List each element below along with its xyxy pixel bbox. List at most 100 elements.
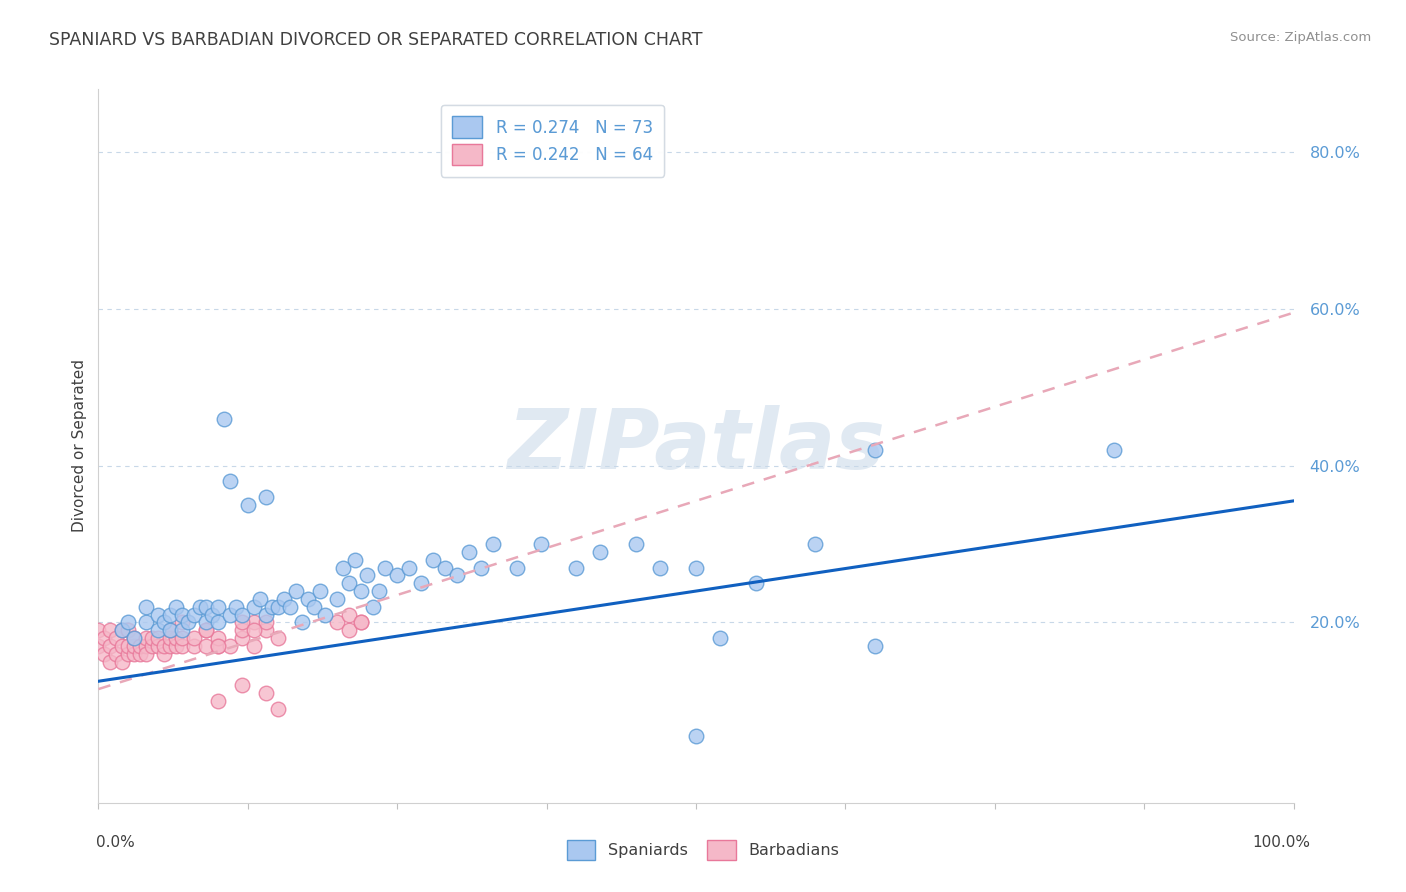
Point <box>207 694 229 708</box>
Point <box>254 607 277 622</box>
Point <box>172 639 194 653</box>
Text: ZIPatlas: ZIPatlas <box>508 406 884 486</box>
Point <box>231 615 253 630</box>
Point <box>148 631 170 645</box>
Point <box>188 599 211 614</box>
Point <box>111 639 134 653</box>
Point <box>350 584 373 599</box>
Point <box>135 639 157 653</box>
Point <box>565 560 588 574</box>
Point <box>589 545 612 559</box>
Point <box>326 591 349 606</box>
Point <box>685 560 707 574</box>
Point <box>284 584 307 599</box>
Point <box>290 615 312 630</box>
Point <box>804 537 827 551</box>
Point <box>207 631 229 645</box>
Point <box>135 615 157 630</box>
Point <box>124 631 146 645</box>
Point <box>337 607 360 622</box>
Point <box>141 631 163 645</box>
Point <box>254 615 277 630</box>
Point <box>231 624 253 638</box>
Point <box>207 615 229 630</box>
Point <box>332 560 354 574</box>
Point <box>117 639 139 653</box>
Point <box>153 647 176 661</box>
Point <box>422 552 444 566</box>
Point <box>177 615 200 630</box>
Point <box>124 631 146 645</box>
Point <box>165 631 187 645</box>
Point <box>231 678 253 692</box>
Point <box>648 560 672 574</box>
Point <box>267 599 290 614</box>
Text: Source: ZipAtlas.com: Source: ZipAtlas.com <box>1230 31 1371 45</box>
Point <box>98 624 122 638</box>
Point <box>267 631 290 645</box>
Y-axis label: Divorced or Separated: Divorced or Separated <box>72 359 87 533</box>
Point <box>135 631 157 645</box>
Point <box>129 639 152 653</box>
Point <box>231 607 253 622</box>
Point <box>243 615 266 630</box>
Point <box>207 639 229 653</box>
Point <box>470 560 492 574</box>
Point <box>194 639 217 653</box>
Point <box>863 442 886 457</box>
Point <box>159 639 181 653</box>
Legend: Spaniards, Barbadians: Spaniards, Barbadians <box>560 834 846 866</box>
Point <box>159 624 181 638</box>
Point <box>254 624 277 638</box>
Point <box>148 607 170 622</box>
Point <box>315 607 337 622</box>
Text: 100.0%: 100.0% <box>1253 836 1310 850</box>
Point <box>207 599 229 614</box>
Point <box>165 599 187 614</box>
Point <box>243 624 266 638</box>
Point <box>212 411 235 425</box>
Point <box>148 639 170 653</box>
Point <box>153 639 176 653</box>
Point <box>374 560 396 574</box>
Point <box>363 599 385 614</box>
Point <box>135 599 157 614</box>
Point <box>243 599 266 614</box>
Point <box>172 615 194 630</box>
Legend: R = 0.274   N = 73, R = 0.242   N = 64: R = 0.274 N = 73, R = 0.242 N = 64 <box>440 104 665 177</box>
Point <box>159 624 181 638</box>
Text: 0.0%: 0.0% <box>96 836 135 850</box>
Point <box>105 647 128 661</box>
Point <box>243 639 266 653</box>
Point <box>481 537 505 551</box>
Point <box>141 639 163 653</box>
Point <box>124 639 146 653</box>
Point <box>165 639 187 653</box>
Point <box>183 639 205 653</box>
Point <box>183 607 205 622</box>
Point <box>117 624 139 638</box>
Point <box>1102 442 1125 457</box>
Point <box>159 607 181 622</box>
Point <box>249 591 271 606</box>
Point <box>254 686 277 700</box>
Point <box>207 639 229 653</box>
Point <box>267 702 290 716</box>
Point <box>194 624 217 638</box>
Point <box>105 631 128 645</box>
Point <box>458 545 481 559</box>
Point <box>153 615 176 630</box>
Point <box>337 576 360 591</box>
Point <box>117 647 139 661</box>
Point <box>506 560 529 574</box>
Point <box>863 639 886 653</box>
Point <box>433 560 456 574</box>
Point <box>124 647 146 661</box>
Point <box>172 607 194 622</box>
Point <box>231 631 253 645</box>
Point <box>194 615 217 630</box>
Point <box>302 599 325 614</box>
Point <box>685 729 707 743</box>
Point <box>350 615 373 630</box>
Point <box>111 655 134 669</box>
